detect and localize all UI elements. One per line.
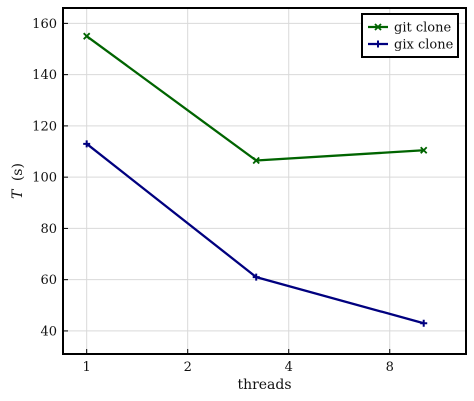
y-tick-label: 80 [40, 222, 57, 237]
y-axis-label: T (s) [10, 163, 26, 199]
legend: git clone gix clone [361, 13, 459, 58]
gix-clone-line [85, 142, 425, 325]
legend-box [361, 13, 459, 58]
grid [63, 8, 466, 354]
git-clone-point [83, 32, 91, 40]
x-axis-label: threads [237, 377, 291, 393]
legend-label-git-clone: git clone [394, 21, 451, 36]
legend-marker-gix-clone [374, 40, 382, 48]
git-clone-point [420, 146, 428, 154]
x-tick-label: 8 [386, 360, 394, 375]
legend-item-gix-clone: gix clone [368, 38, 454, 53]
y-tick-label: 160 [32, 17, 57, 32]
legend-marker-git-clone [374, 23, 382, 31]
legend-label-gix-clone: gix clone [394, 38, 454, 53]
y-tick-label: 120 [32, 119, 57, 134]
y-tick-label: 40 [40, 324, 57, 339]
x-tick-label: 1 [83, 360, 91, 375]
series-markers [83, 32, 428, 327]
gix-clone-point [252, 273, 260, 281]
y-axis-unit: (s) [10, 163, 26, 181]
legend-item-git-clone: git clone [368, 21, 451, 36]
plot-frame [62, 7, 467, 355]
gix-clone-point [83, 140, 91, 148]
gix-clone-point [420, 319, 428, 327]
x-tick-label: 4 [285, 360, 293, 375]
y-axis-variable: T [10, 188, 26, 199]
series-lines [85, 35, 425, 325]
x-tick-label: 2 [184, 360, 192, 375]
y-tick-label: 140 [32, 68, 57, 83]
y-tick-label: 60 [40, 273, 57, 288]
y-tick-label: 100 [32, 171, 57, 186]
git-clone-point [252, 156, 260, 165]
axis-ticks: 1 2 4 8 40 60 80 100 120 140 160 [32, 17, 394, 375]
